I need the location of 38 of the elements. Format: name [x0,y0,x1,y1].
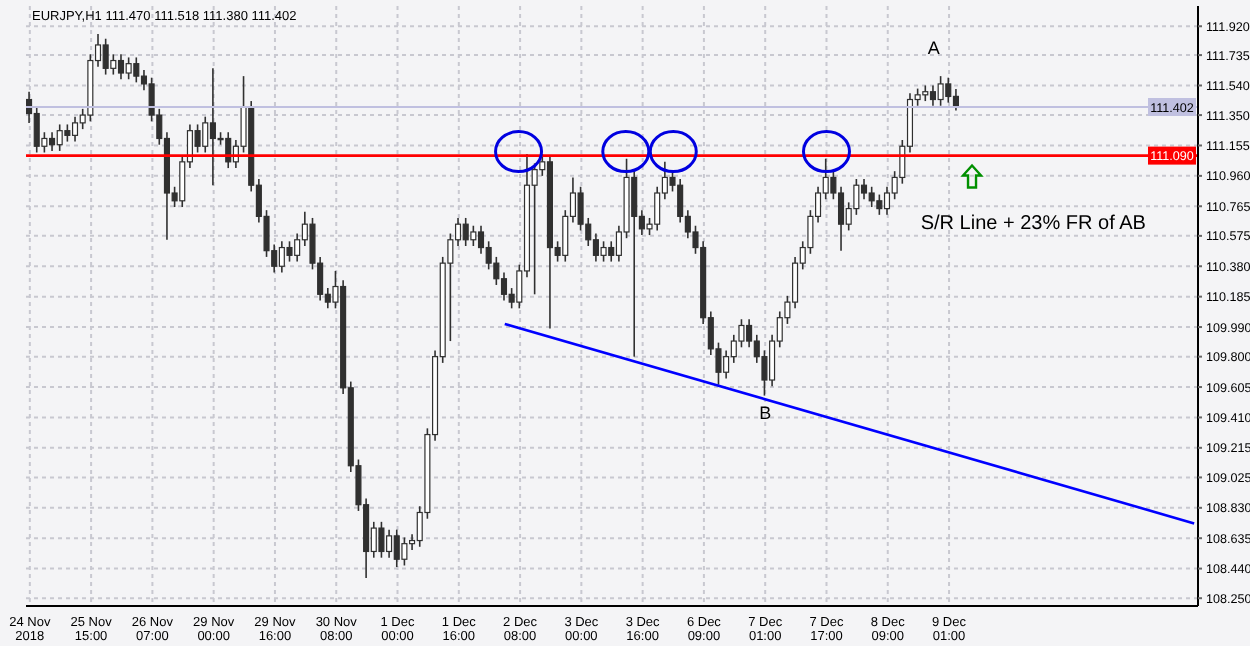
candlestick [393,528,400,568]
candlestick [133,56,140,84]
candlestick [876,193,883,216]
candlestick [600,240,607,263]
candlestick [209,67,216,187]
candlestick [194,123,201,154]
candlestick [470,224,477,247]
candlestick [929,84,937,107]
candlestick [462,217,469,247]
candlestick [202,115,209,154]
candlestick [294,232,301,263]
candlestick [860,178,868,201]
annotation: A [927,38,940,59]
candlestick [631,170,638,358]
candlestick [71,115,79,143]
candlestick [278,240,285,274]
candlestick [378,521,385,559]
candlestick [654,185,661,232]
candlestick [883,185,891,216]
candlestick [837,185,845,252]
candlestick [48,131,56,152]
candlestick [125,56,132,81]
annotation: B [759,402,772,423]
candlestick [117,53,125,81]
annotation: S/R Line + 23% FR of AB [920,212,1147,235]
candlestick [531,162,538,296]
candlestick [286,240,293,263]
candlestick [746,318,753,349]
candlestick [401,536,408,567]
candlestick [56,123,63,152]
candlestick [33,106,40,154]
candlestick [922,84,929,102]
candlestick [868,185,875,208]
candlestick [386,528,393,559]
candlestick [945,76,952,104]
candlestick [937,75,944,107]
candlestick [592,232,599,263]
candlestick [102,37,109,76]
